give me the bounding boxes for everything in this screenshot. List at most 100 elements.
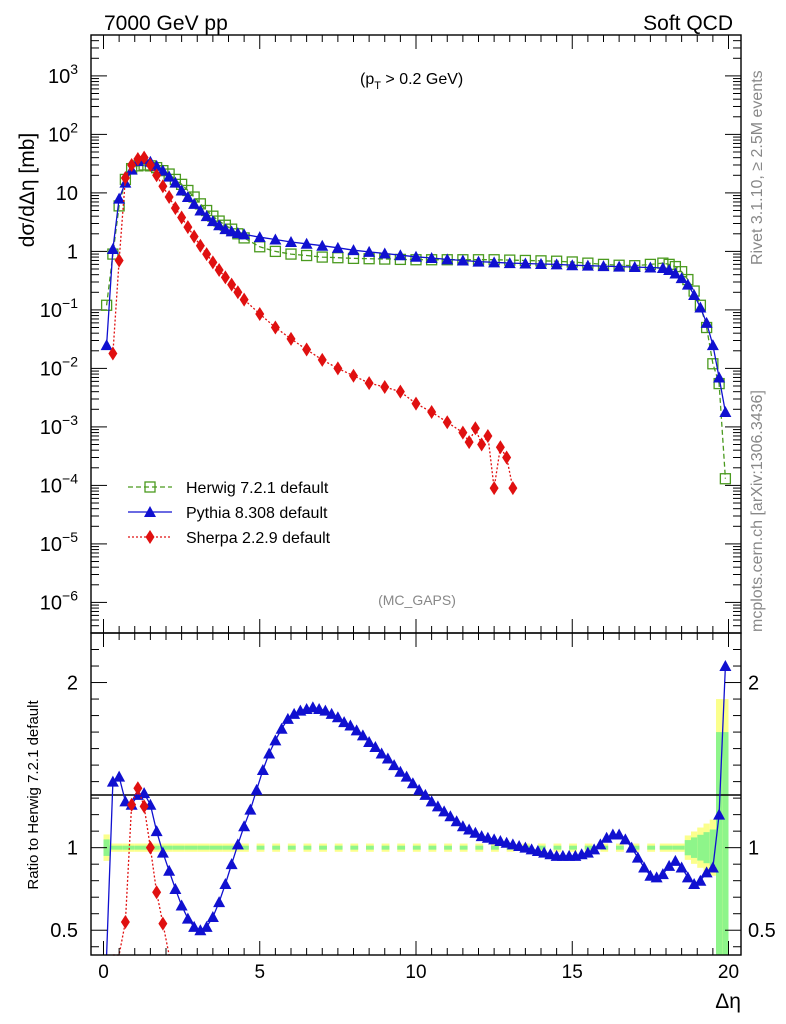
band-green — [553, 845, 562, 850]
data-point — [719, 473, 732, 485]
band-green — [366, 845, 374, 850]
data-point — [317, 352, 327, 367]
band-green — [222, 845, 229, 850]
band-green — [631, 845, 640, 850]
band-green — [703, 832, 710, 864]
band-green — [184, 845, 191, 850]
x-tick-label: 10 — [405, 962, 426, 983]
data-point — [706, 339, 719, 351]
data-point — [139, 150, 149, 165]
y-tick-label: 10−1 — [40, 295, 78, 322]
legend-label: Herwig 7.2.1 default — [186, 480, 329, 497]
ratio-point — [700, 866, 713, 878]
band-green — [287, 845, 296, 850]
data-point — [395, 384, 405, 399]
ratio-point — [456, 820, 469, 832]
ratio-point — [219, 877, 232, 889]
ratio-point — [356, 729, 369, 741]
band-green — [412, 845, 421, 850]
band-green — [197, 845, 204, 850]
data-point — [581, 259, 594, 271]
ratio-point — [688, 877, 701, 889]
data-point — [100, 339, 113, 351]
band-green — [381, 845, 390, 850]
ratio-series-pythia — [105, 660, 732, 956]
data-point — [442, 415, 452, 430]
y-tick-exponent: −5 — [62, 529, 78, 545]
legend-label: Pythia 8.308 default — [186, 505, 328, 522]
band-green — [272, 845, 281, 850]
ratio-point — [113, 770, 126, 782]
ratio-axis-ticks: 0 5 10 15 20 0.5 0.5 1 1 2 2 — [50, 633, 776, 983]
y-tick-exponent: −2 — [62, 353, 78, 369]
x-tick-label: 20 — [718, 962, 739, 983]
data-point — [331, 241, 344, 253]
data-point — [394, 249, 407, 261]
band-green — [122, 845, 129, 850]
cut-label-suffix: > 0.2 GeV) — [381, 71, 463, 88]
band-green — [134, 845, 141, 850]
data-point — [181, 191, 194, 203]
data-point — [269, 233, 282, 245]
data-point — [163, 170, 176, 182]
band-green — [678, 845, 685, 850]
ratio-series-sherpa — [112, 781, 170, 956]
ratio-point — [463, 823, 476, 835]
ratio-point — [619, 833, 632, 845]
data-point — [189, 229, 199, 244]
y-tick-label: 10−2 — [40, 353, 78, 380]
ratio-uncertainty-band — [103, 699, 729, 955]
data-point — [675, 272, 688, 284]
band-green — [209, 845, 216, 850]
cut-label-sub: T — [374, 80, 381, 92]
y-tick-exponent: 2 — [70, 119, 78, 135]
data-point — [663, 264, 676, 276]
x-tick-label: 15 — [562, 962, 583, 983]
y-tick-label: 10−3 — [40, 412, 78, 439]
data-point — [177, 210, 187, 225]
legend-item-sherpa: Sherpa 2.2.9 default — [128, 530, 331, 547]
ratio-point — [413, 783, 426, 795]
y-tick-label: 10−5 — [40, 529, 78, 556]
band-green — [303, 845, 312, 850]
data-point — [175, 184, 188, 196]
data-point — [349, 368, 358, 383]
ratio-y-tick-label: 1 — [67, 838, 78, 860]
data-point — [152, 168, 162, 183]
band-green — [659, 845, 666, 850]
band-green — [444, 845, 452, 850]
data-point — [120, 170, 130, 185]
data-point — [688, 288, 701, 300]
ratio-point — [169, 882, 182, 894]
ratio-point — [288, 707, 301, 719]
ratio-point — [588, 843, 601, 855]
data-point — [213, 219, 226, 231]
data-point — [220, 270, 230, 285]
data-point — [464, 435, 474, 450]
ratio-point — [263, 747, 276, 759]
data-point — [441, 253, 454, 265]
ratio-point — [225, 858, 238, 870]
data-point — [302, 342, 312, 357]
data-point — [713, 371, 726, 383]
data-point — [644, 261, 657, 273]
ratio-point — [139, 799, 149, 814]
data-point — [700, 316, 713, 328]
ratio-point — [681, 871, 694, 883]
legend-item-herwig: Herwig 7.2.1 default — [128, 480, 329, 497]
legend-item-pythia: Pythia 8.308 default — [128, 505, 328, 522]
legend: Herwig 7.2.1 default Pythia 8.308 default… — [128, 480, 331, 547]
data-point — [456, 254, 469, 266]
data-point — [488, 256, 501, 268]
ratio-point — [231, 838, 244, 850]
band-green — [350, 845, 359, 850]
data-point — [316, 239, 329, 251]
data-point — [719, 405, 732, 417]
band-green — [428, 845, 437, 850]
data-point — [681, 278, 694, 290]
ratio-line — [105, 665, 727, 956]
legend-marker — [144, 506, 156, 517]
legend-marker — [144, 481, 156, 493]
y-tick-exponent: −6 — [62, 587, 78, 603]
